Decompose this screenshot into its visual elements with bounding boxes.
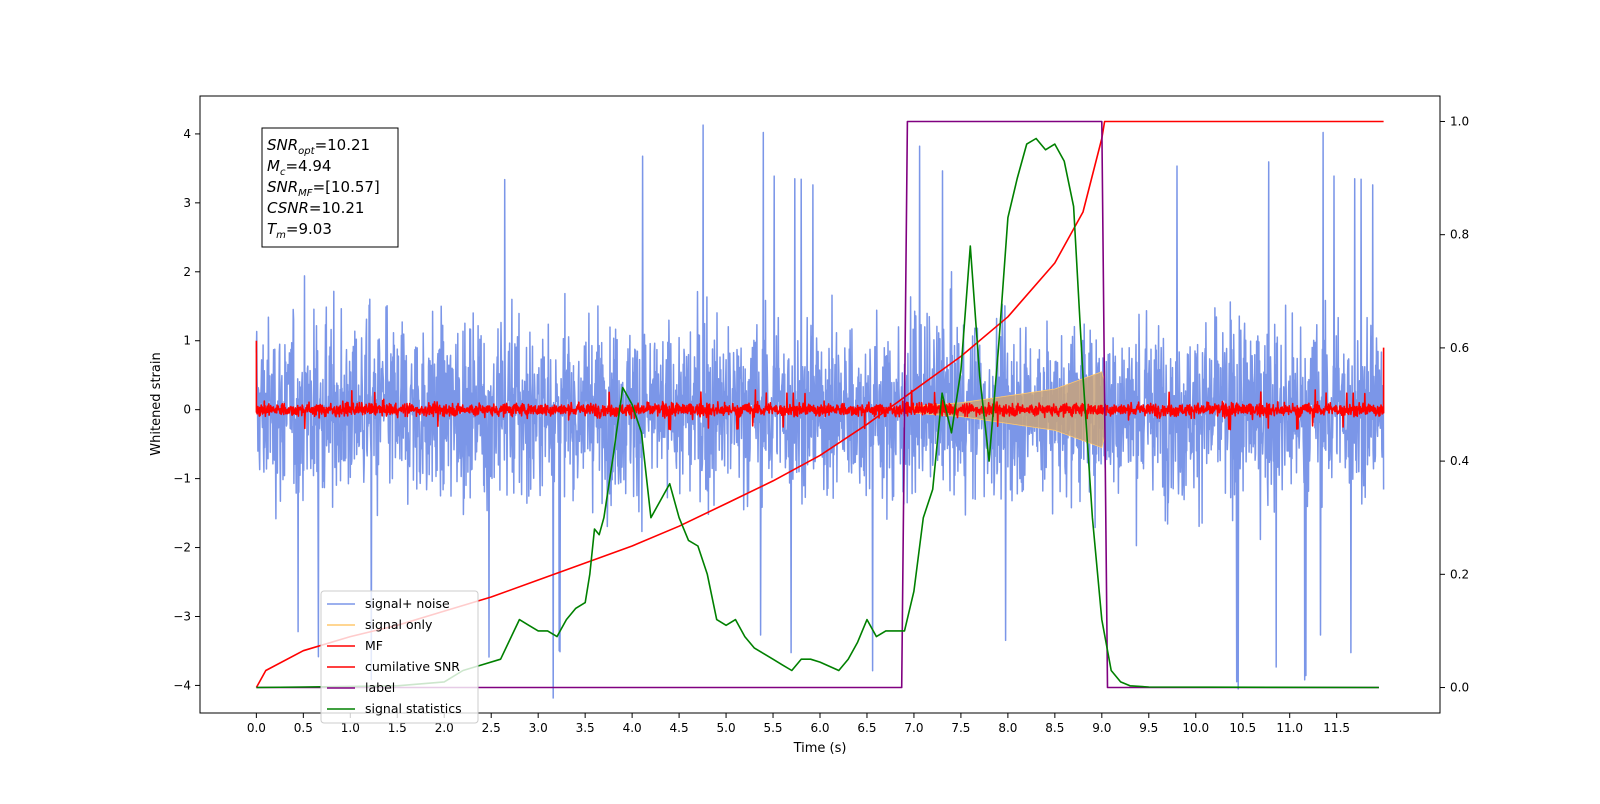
y2-tick-label: 0.8: [1450, 228, 1469, 242]
x-tick-label: 0.5: [294, 721, 313, 735]
annotation-value: =4.94: [285, 157, 331, 175]
y2-tick-label: 0.4: [1450, 454, 1469, 468]
annotation-subscript: opt: [298, 146, 315, 157]
y-tick-label: 1: [183, 334, 191, 348]
x-tick-label: 6.5: [857, 721, 876, 735]
x-tick-label: 3.0: [529, 721, 548, 735]
series-signal-noise-line: [255, 124, 1385, 699]
y2-tick-label: 0.2: [1450, 567, 1469, 581]
legend: signal+ noise signal only MF cumilative SNR…: [320, 590, 479, 724]
y-tick-label: −4: [173, 678, 191, 692]
y2-tick-label: 1.0: [1450, 114, 1469, 128]
x-tick-label: 10.5: [1229, 721, 1256, 735]
x-tick-label: 0.0: [247, 721, 266, 735]
x-tick-label: 4.5: [670, 721, 689, 735]
x-tick-label: 4.0: [623, 721, 642, 735]
annotation-line: SNRMF=[10.57]: [267, 178, 380, 199]
annotation-line: Mc=4.94: [267, 157, 331, 178]
annotation-symbol: SNR: [267, 178, 298, 196]
x-tick-label: 11.0: [1276, 721, 1303, 735]
annotation-symbol: M: [267, 157, 280, 175]
x-axis-label: Time (s): [793, 741, 847, 756]
annotation-line: Tm=9.03: [267, 220, 332, 241]
y-tick-label: 2: [183, 265, 191, 279]
annotation-line: CSNR=10.21: [267, 199, 364, 217]
x-tick-label: 3.5: [576, 721, 595, 735]
legend-entry: signal+ noise: [365, 596, 450, 611]
annotation-subscript: MF: [298, 188, 313, 199]
x-tick-label: 9.5: [1139, 721, 1158, 735]
x-tick-label: 2.5: [482, 721, 501, 735]
x-tick-label: 5.0: [717, 721, 736, 735]
y-tick-label: 4: [183, 127, 191, 141]
annotation-value: =10.21: [309, 199, 365, 217]
series-signal-statistics-line: [256, 137, 1379, 689]
legend-entry: MF: [365, 638, 383, 653]
y-axis-right: 0.0 0.2 0.4 0.6 0.8 1.0: [1440, 114, 1469, 695]
x-tick-label: 7.5: [951, 721, 970, 735]
y2-tick-label: 0.0: [1450, 681, 1469, 695]
series-mf-line: [255, 340, 1385, 431]
x-tick-label: 1.0: [341, 721, 360, 735]
y-tick-label: −3: [173, 609, 191, 623]
annotation-subscript: c: [280, 167, 286, 178]
x-axis: 0.0 0.5 1.0 1.5 2.0 2.5 3.0 3.5 4.0 4.5 5.0 5.5 6.0 6…: [247, 713, 1350, 735]
annotation-symbol: CSNR: [267, 199, 309, 217]
annotation-line: SNRopt=10.21: [267, 136, 370, 157]
y-axis-left: −4 −3 −2 −1 0 1 2 3 4: [173, 127, 200, 692]
y-tick-label: −1: [173, 472, 191, 486]
y-tick-label: −2: [173, 541, 191, 555]
legend-entry: label: [365, 680, 395, 695]
annotation-box-frame: [261, 127, 399, 248]
annotation-symbol: SNR: [267, 136, 298, 154]
x-tick-label: 10.0: [1182, 721, 1209, 735]
x-tick-label: 5.5: [763, 721, 782, 735]
x-tick-label: 2.0: [435, 721, 454, 735]
y-axis-label: Whitened strain: [149, 352, 164, 455]
annotation-subscript: m: [276, 230, 286, 241]
y-tick-label: 0: [183, 403, 191, 417]
annotation-symbol: T: [267, 220, 278, 238]
annotation-value: =[10.57]: [313, 178, 380, 196]
x-tick-label: 8.5: [1045, 721, 1064, 735]
x-tick-label: 6.0: [810, 721, 829, 735]
annotation-box: SNRopt=10.21Mc=4.94SNRMF=[10.57]CSNR=10.…: [261, 127, 399, 248]
legend-entry: signal only: [365, 617, 433, 632]
annotation-value: =9.03: [286, 220, 332, 238]
x-tick-label: 7.0: [904, 721, 923, 735]
legend-entry: cumilative SNR: [365, 659, 460, 674]
y-tick-label: 3: [183, 196, 191, 210]
annotation-value: =10.21: [315, 136, 371, 154]
legend-frame: [320, 590, 479, 724]
legend-entry: signal statistics: [365, 701, 462, 716]
x-tick-label: 1.5: [388, 721, 407, 735]
x-tick-label: 11.5: [1323, 721, 1350, 735]
x-tick-label: 8.0: [998, 721, 1017, 735]
x-tick-label: 9.0: [1092, 721, 1111, 735]
y2-tick-label: 0.6: [1450, 341, 1469, 355]
